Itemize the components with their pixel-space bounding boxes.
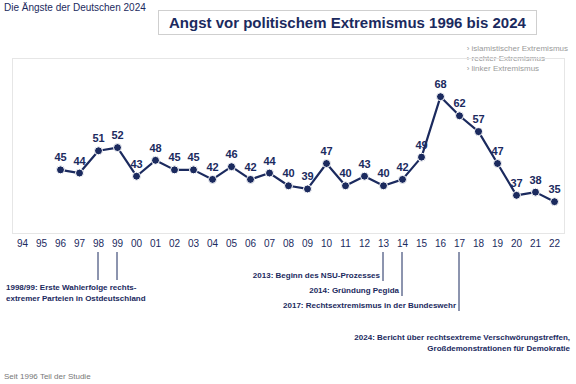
html-text:› rechter Extremismus: › rechter Extremismus bbox=[466, 54, 545, 63]
svg-text:08: 08 bbox=[283, 238, 295, 249]
svg-text:06: 06 bbox=[245, 238, 257, 249]
svg-text:44: 44 bbox=[73, 155, 86, 167]
svg-text:42: 42 bbox=[206, 161, 218, 173]
svg-text:51: 51 bbox=[92, 132, 104, 144]
svg-text:04: 04 bbox=[207, 238, 219, 249]
svg-text:48: 48 bbox=[149, 142, 161, 154]
html-text:› islamistischer Extremismus: › islamistischer Extremismus bbox=[466, 44, 568, 53]
html-text:Seit 1996 Teil der Studie: Seit 1996 Teil der Studie bbox=[4, 372, 91, 381]
svg-text:17: 17 bbox=[454, 238, 466, 249]
svg-text:01: 01 bbox=[150, 238, 162, 249]
svg-text:47: 47 bbox=[491, 145, 503, 157]
svg-text:49: 49 bbox=[415, 139, 427, 151]
svg-text:19: 19 bbox=[492, 238, 504, 249]
svg-text:40: 40 bbox=[339, 167, 351, 179]
svg-text:95: 95 bbox=[36, 238, 48, 249]
svg-text:40: 40 bbox=[377, 167, 389, 179]
svg-text:52: 52 bbox=[111, 129, 123, 141]
svg-text:42: 42 bbox=[396, 161, 408, 173]
html-text:Angst vor politischem Extremis: Angst vor politischem Extremismus 1996 b… bbox=[169, 14, 526, 31]
svg-text:99: 99 bbox=[112, 238, 124, 249]
svg-text:37: 37 bbox=[510, 177, 522, 189]
svg-text:00: 00 bbox=[131, 238, 143, 249]
svg-text:42: 42 bbox=[244, 161, 256, 173]
svg-text:12: 12 bbox=[359, 238, 371, 249]
svg-text:18: 18 bbox=[473, 238, 485, 249]
svg-text:14: 14 bbox=[397, 238, 409, 249]
svg-text:05: 05 bbox=[226, 238, 238, 249]
html-text:Die Ängste der Deutschen 2024: Die Ängste der Deutschen 2024 bbox=[4, 2, 146, 13]
svg-text:07: 07 bbox=[264, 238, 276, 249]
svg-text:15: 15 bbox=[416, 238, 428, 249]
svg-text:21: 21 bbox=[530, 238, 542, 249]
svg-text:46: 46 bbox=[225, 148, 237, 160]
svg-text:94: 94 bbox=[17, 238, 29, 249]
html-text:› linker Extremismus: › linker Extremismus bbox=[466, 64, 540, 73]
svg-text:38: 38 bbox=[529, 174, 541, 186]
svg-text:22: 22 bbox=[549, 238, 561, 249]
svg-text:45: 45 bbox=[54, 151, 66, 163]
svg-text:2017: Rechtsextremismus in der: 2017: Rechtsextremismus in der Bundesweh… bbox=[283, 301, 456, 310]
svg-text:44: 44 bbox=[263, 155, 276, 167]
svg-text:96: 96 bbox=[55, 238, 67, 249]
svg-text:20: 20 bbox=[511, 238, 523, 249]
svg-text:68: 68 bbox=[434, 78, 446, 90]
svg-text:11: 11 bbox=[340, 238, 351, 249]
svg-text:13: 13 bbox=[378, 238, 390, 249]
svg-text:98: 98 bbox=[93, 238, 105, 249]
svg-text:45: 45 bbox=[187, 151, 199, 163]
svg-text:57: 57 bbox=[472, 113, 484, 125]
svg-text:39: 39 bbox=[301, 170, 313, 182]
svg-text:97: 97 bbox=[74, 238, 86, 249]
svg-text:02: 02 bbox=[169, 238, 181, 249]
svg-text:2024: Bericht über rechtsextre: 2024: Bericht über rechtsextreme Verschw… bbox=[354, 333, 570, 342]
svg-text:16: 16 bbox=[435, 238, 447, 249]
svg-text:62: 62 bbox=[453, 97, 465, 109]
svg-text:2013: Beginn des NSU-Prozesses: 2013: Beginn des NSU-Prozesses bbox=[253, 271, 381, 280]
svg-text:1998/99: Erste Wahlerfolge rec: 1998/99: Erste Wahlerfolge rechts- bbox=[6, 283, 137, 292]
svg-text:extremer Parteien in Ostdeutsc: extremer Parteien in Ostdeutschland bbox=[6, 294, 146, 303]
svg-text:47: 47 bbox=[320, 145, 332, 157]
svg-text:Großdemonstrationen für Demokr: Großdemonstrationen für Demokratie bbox=[427, 344, 570, 353]
svg-text:43: 43 bbox=[130, 158, 142, 170]
svg-text:43: 43 bbox=[358, 158, 370, 170]
svg-text:09: 09 bbox=[302, 238, 314, 249]
svg-text:45: 45 bbox=[168, 151, 180, 163]
svg-text:2014: Gründung Pegida: 2014: Gründung Pegida bbox=[309, 286, 399, 295]
svg-text:35: 35 bbox=[548, 183, 560, 195]
svg-text:03: 03 bbox=[188, 238, 200, 249]
svg-text:10: 10 bbox=[321, 238, 333, 249]
svg-text:40: 40 bbox=[282, 167, 294, 179]
